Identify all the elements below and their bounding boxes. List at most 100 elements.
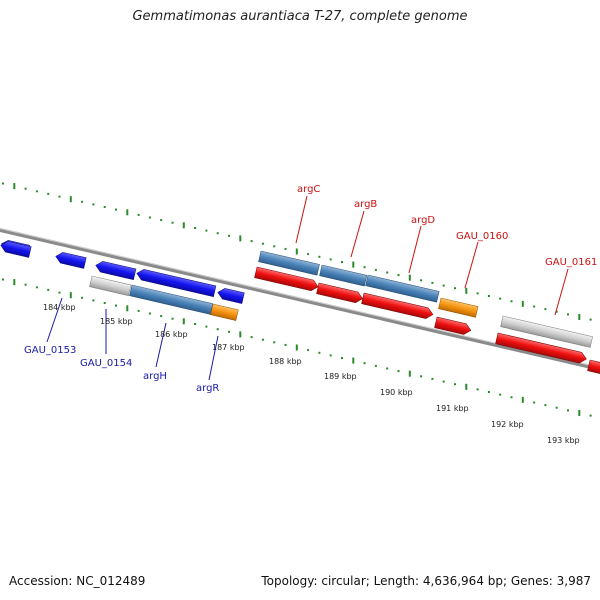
- scale-tick: [555, 310, 558, 313]
- leader-line: [208, 335, 219, 381]
- scale-tick: [239, 235, 242, 242]
- scale-tick: [137, 309, 140, 312]
- scale-tick: [103, 206, 106, 208]
- scale-tick: [329, 258, 332, 261]
- scale-tick: [126, 305, 129, 312]
- scale-tick: [69, 196, 72, 203]
- leader-line: [408, 225, 422, 274]
- scale-tick: [58, 291, 61, 294]
- scale-tick: [295, 248, 298, 255]
- leader-line: [155, 322, 167, 368]
- scale-tick: [13, 279, 16, 286]
- scale-tick: [589, 414, 592, 417]
- scale-tick: [171, 221, 174, 224]
- gene-feature: [587, 359, 600, 376]
- scale-label: 191 kbp: [436, 404, 469, 413]
- gene-feature: [438, 297, 479, 318]
- scale-ticks: [2, 182, 592, 417]
- label-leaders: [46, 195, 569, 381]
- gene-feature: [136, 269, 217, 298]
- leader-line: [464, 241, 479, 289]
- gene-feature: [210, 303, 239, 321]
- scale-tick: [408, 370, 411, 377]
- genome-backbone: [0, 228, 600, 371]
- scale-tick: [442, 380, 445, 383]
- leader-line: [46, 297, 63, 343]
- scale-tick: [341, 357, 343, 359]
- scale-tick: [58, 195, 61, 198]
- scale-tick: [341, 261, 343, 263]
- scale-tick: [216, 328, 219, 331]
- scale-tick: [284, 247, 287, 250]
- scale-tick: [115, 208, 117, 211]
- gene-label: GAU_0161: [545, 257, 597, 268]
- scale-tick: [521, 396, 524, 403]
- gene-labels-plus: argC argB argD GAU_0160 GAU_0161: [297, 184, 597, 268]
- scale-tick: [250, 240, 253, 243]
- scale-tick: [363, 266, 366, 269]
- scale-tick: [171, 317, 174, 320]
- scale-tick: [499, 297, 502, 300]
- gene-feature: [319, 264, 368, 287]
- scale-tick: [363, 362, 366, 365]
- scale-tick: [194, 323, 197, 325]
- scale-tick: [92, 299, 95, 302]
- scale-tick: [544, 404, 547, 407]
- scale-label: 186 kbp: [155, 330, 188, 339]
- genome-summary-text: Topology: circular; Length: 4,636,964 bp…: [261, 574, 591, 588]
- scale-tick: [420, 279, 423, 282]
- scale-tick: [318, 351, 321, 354]
- scale-tick: [329, 354, 332, 357]
- scale-tick: [442, 284, 445, 287]
- scale-tick: [578, 314, 581, 320]
- gene-feature: [434, 316, 472, 335]
- scale-tick: [352, 261, 355, 268]
- gene-feature: [316, 282, 363, 303]
- scale-tick: [103, 302, 106, 304]
- scale-tick: [24, 187, 27, 190]
- gene-feature: [361, 292, 434, 319]
- scale-tick: [510, 300, 513, 303]
- scale-tick: [544, 308, 547, 311]
- scale-tick: [397, 274, 400, 277]
- gene-feature: [95, 261, 137, 281]
- scale-tick: [510, 396, 513, 399]
- scale-tick: [476, 388, 479, 391]
- scale-tick: [137, 213, 140, 216]
- scale-tick: [307, 349, 310, 352]
- gene-label: GAU_0154: [80, 358, 132, 369]
- scale-label: 185 kbp: [100, 317, 133, 326]
- scale-tick: [261, 242, 264, 245]
- scale-tick: [69, 292, 72, 299]
- scale-tick: [182, 222, 185, 229]
- scale-tick: [431, 377, 434, 380]
- scale-tick: [47, 192, 50, 195]
- gene-label: GAU_0160: [456, 231, 508, 242]
- leader-line: [295, 195, 308, 244]
- gene-feature: [365, 274, 440, 303]
- gene-feature: [55, 252, 87, 269]
- scale-tick: [397, 370, 400, 373]
- scale-tick: [205, 325, 208, 328]
- scale-tick: [148, 216, 151, 219]
- scale-tick: [374, 364, 377, 367]
- scale-label: 190 kbp: [380, 388, 413, 397]
- scale-tick: [295, 344, 298, 351]
- gene-label: argC: [297, 184, 320, 195]
- scale-tick: [374, 268, 377, 271]
- scale-tick: [567, 409, 569, 412]
- scale-tick: [81, 200, 84, 203]
- scale-tick: [476, 292, 479, 295]
- scale-tick: [239, 331, 242, 338]
- scale-tick: [555, 406, 558, 409]
- gene-label: argD: [411, 215, 435, 226]
- scale-label: 189 kbp: [324, 372, 357, 381]
- scale-tick: [487, 391, 490, 393]
- gene-label: argR: [196, 383, 219, 394]
- scale-tick: [261, 338, 264, 341]
- leader-line: [350, 210, 365, 258]
- scale-tick: [533, 305, 536, 308]
- scale-tick: [533, 401, 536, 404]
- scale-tick: [160, 315, 163, 318]
